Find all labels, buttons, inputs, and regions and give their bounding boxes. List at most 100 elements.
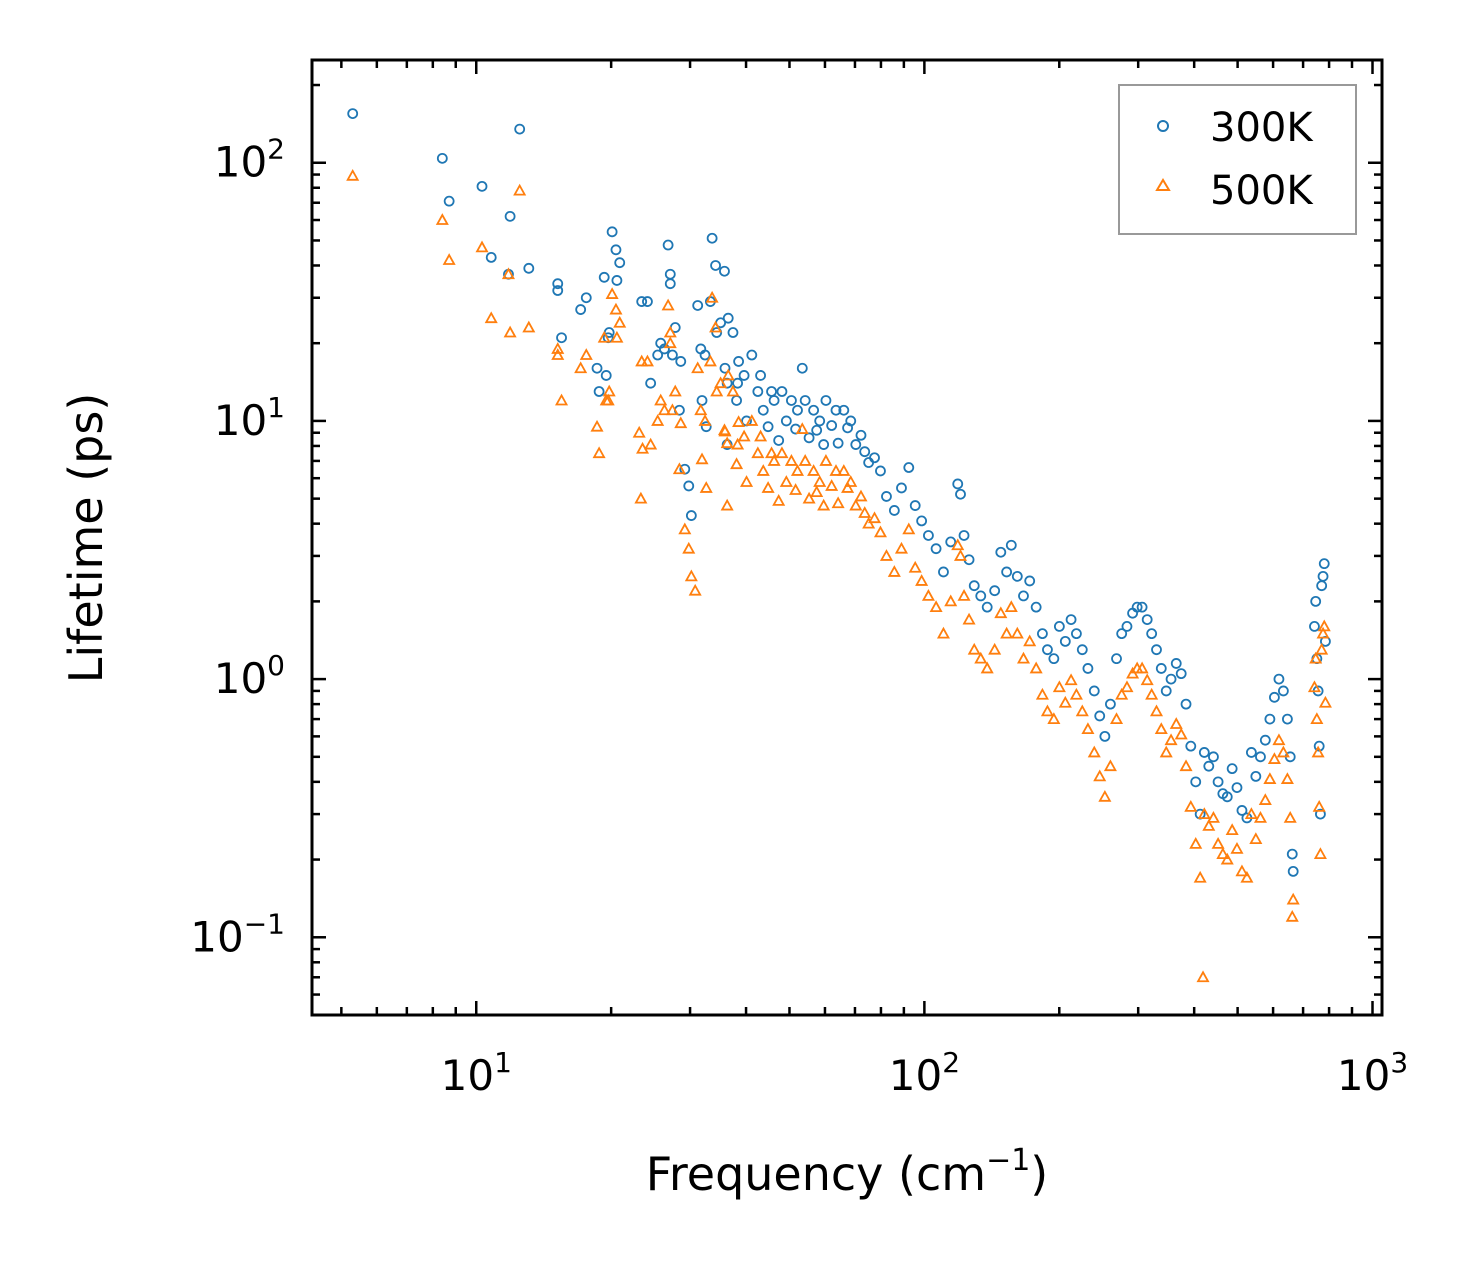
data-point <box>792 404 803 416</box>
data-point <box>709 320 723 333</box>
data-point <box>754 429 768 442</box>
data-point <box>611 275 623 286</box>
data-point <box>1004 600 1018 613</box>
data-point <box>721 368 735 381</box>
legend-marker-300k <box>1157 120 1169 132</box>
data-point <box>879 549 893 561</box>
data-point <box>1280 772 1294 784</box>
data-point <box>862 516 876 529</box>
data-point <box>1190 776 1202 788</box>
data-point <box>1179 759 1193 772</box>
data-point <box>1285 909 1299 922</box>
data-point <box>1316 580 1328 592</box>
data-point <box>1121 621 1133 632</box>
data-point <box>807 464 821 476</box>
data-point <box>606 226 618 238</box>
x-tick-label: 102 <box>889 1046 960 1100</box>
data-point <box>1076 644 1088 656</box>
data-point <box>347 108 359 120</box>
data-point <box>825 479 839 491</box>
data-point <box>442 253 456 265</box>
data-point <box>1311 745 1325 758</box>
data-point <box>1140 673 1154 686</box>
data-point <box>1286 892 1300 905</box>
data-point <box>685 510 697 521</box>
data-point <box>600 370 612 381</box>
data-point <box>756 464 770 476</box>
data-point <box>674 416 688 429</box>
data-point <box>903 462 915 473</box>
data-point <box>921 589 935 601</box>
data-point <box>668 384 682 397</box>
data-point <box>1059 635 1071 647</box>
data-point <box>780 415 792 427</box>
data-point <box>719 362 731 374</box>
data-point <box>814 415 826 427</box>
data-point <box>737 429 751 442</box>
data-point <box>501 267 515 280</box>
data-point <box>875 465 886 477</box>
data-point <box>1212 776 1224 788</box>
data-point <box>1115 687 1129 700</box>
data-point <box>989 585 1001 597</box>
data-point <box>1313 847 1327 859</box>
data-point <box>504 210 516 222</box>
data-point <box>720 498 734 511</box>
data-point <box>776 386 788 397</box>
data-point <box>699 481 713 493</box>
data-point <box>1196 970 1210 983</box>
data-point <box>435 213 449 225</box>
data-point <box>601 393 615 406</box>
data-point <box>698 414 712 426</box>
data-point <box>1230 842 1244 854</box>
plot-area-frame <box>310 58 1384 1017</box>
data-point <box>1082 663 1094 674</box>
data-point <box>1309 621 1320 632</box>
data-point <box>732 415 746 427</box>
data-point <box>593 386 605 397</box>
data-point <box>710 260 721 271</box>
data-point <box>1236 805 1248 816</box>
data-point <box>1277 685 1289 697</box>
data-point <box>1287 865 1299 877</box>
data-point <box>636 296 648 307</box>
data-point <box>775 446 789 459</box>
data-point <box>1145 687 1159 700</box>
data-point <box>710 384 724 397</box>
data-point <box>1159 745 1173 758</box>
data-point <box>762 421 774 433</box>
data-point <box>1151 644 1162 656</box>
data-point <box>731 395 742 406</box>
data-point <box>896 482 907 494</box>
data-point <box>995 546 1007 558</box>
data-point <box>732 377 743 389</box>
data-point <box>752 386 764 397</box>
data-point <box>1189 837 1203 849</box>
data-point <box>1276 745 1290 758</box>
data-point <box>772 494 786 506</box>
data-point <box>1310 595 1322 607</box>
data-point <box>945 536 957 548</box>
data-point <box>644 437 658 450</box>
data-point <box>696 395 708 406</box>
data-point <box>664 268 676 280</box>
data-point <box>1202 819 1216 831</box>
data-point <box>838 404 850 416</box>
data-point <box>855 429 867 441</box>
y-tick-label: 101 <box>214 391 285 445</box>
data-point <box>802 491 816 504</box>
data-point <box>683 480 695 492</box>
data-point <box>1198 747 1210 758</box>
data-point <box>1164 733 1178 746</box>
data-point <box>1197 807 1211 819</box>
data-point <box>813 475 827 487</box>
data-point <box>916 515 928 527</box>
data-point <box>837 464 851 476</box>
data-point <box>613 315 627 328</box>
data-point <box>1267 752 1281 764</box>
data-point <box>1264 713 1276 725</box>
data-point <box>1024 575 1036 587</box>
data-point <box>740 475 754 487</box>
y-tick-label: 100 <box>214 649 285 703</box>
data-point <box>1225 823 1239 836</box>
